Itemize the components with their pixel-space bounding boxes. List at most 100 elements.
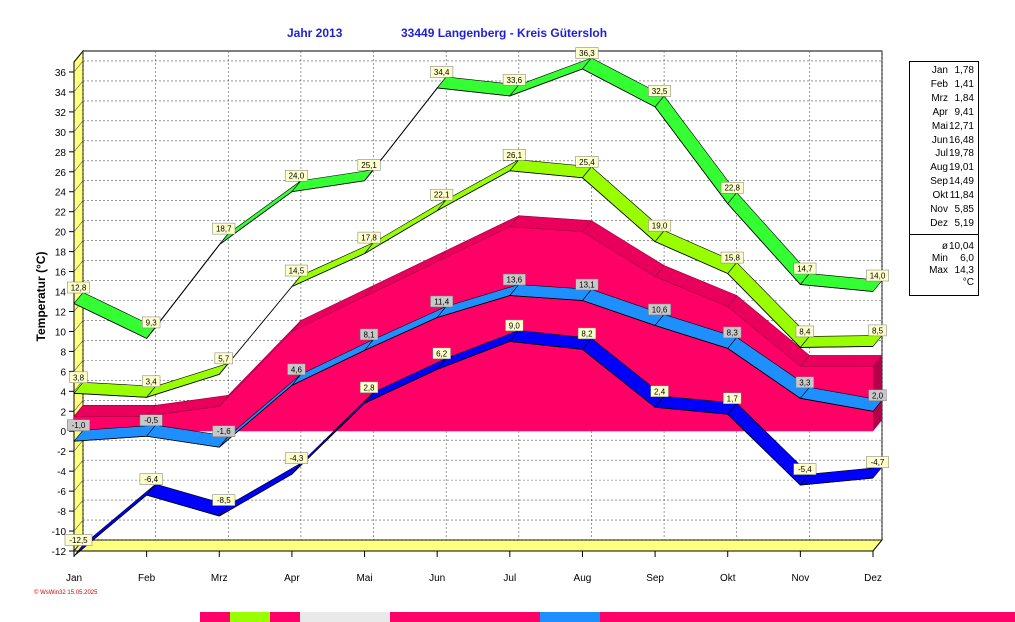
legend-value: 5,19	[954, 217, 974, 229]
legend-stat-label: Min	[931, 253, 948, 264]
abs-max-data-label: 36,3	[579, 49, 595, 58]
avg-mean-label-bg	[502, 273, 526, 286]
avg-max-label-bg	[868, 324, 887, 337]
avg-min-data-label: -5,4	[798, 465, 812, 474]
legend-stat-row: Min 6,0	[910, 253, 976, 266]
abs-max-data-label: 34,4	[434, 68, 450, 77]
avg-mean-label-bg	[287, 363, 306, 376]
y-tick-label: 28	[55, 148, 67, 159]
range-fill-edge	[582, 220, 592, 232]
x-tick-label: Aug	[574, 573, 592, 584]
abs-max-label-bg	[866, 269, 889, 282]
avg-min-line	[73, 341, 874, 557]
gridline-depth	[73, 60, 84, 73]
abs-max-data-label: 25,1	[361, 161, 377, 170]
avg-max-label-bg	[795, 325, 815, 338]
legend-month: Apr	[932, 106, 948, 118]
avg-max-data-label: 19,0	[652, 222, 668, 231]
y-tick-label: 26	[55, 168, 67, 179]
legend-value: 5,85	[954, 204, 974, 215]
gridline-depth	[73, 400, 84, 412]
avg-max-label-bg	[430, 188, 454, 201]
abs-max-data-label: 14,0	[870, 272, 886, 281]
legend-month: Okt	[932, 190, 948, 202]
avg-min-data-label: 2,8	[363, 383, 375, 392]
x-tick-label: Dez	[864, 573, 882, 584]
avg-min-data-label: -6,4	[144, 475, 158, 484]
avg-max-label-bg	[69, 371, 88, 384]
x-tick-label: Apr	[284, 573, 300, 584]
avg-mean-line	[73, 295, 874, 448]
legend-stat-value: 10,04	[948, 241, 974, 252]
avg-min-label-bg	[432, 347, 451, 360]
avg-max-label-bg	[648, 219, 672, 232]
avg-max-data-label: 25,4	[579, 158, 595, 167]
avg-max-label-bg	[141, 375, 161, 388]
avg-min-data-label: 8,2	[581, 329, 593, 338]
legend-stat-row: Max 14,3	[910, 265, 976, 278]
gridline-depth	[73, 200, 84, 212]
avg-max-line	[73, 170, 874, 398]
abs-max-label-bg	[67, 281, 90, 294]
gridline-depth	[73, 519, 84, 532]
y-tick-label: 20	[55, 228, 67, 239]
legend-value: 1,84	[954, 92, 974, 104]
y-tick-label: 10	[55, 327, 67, 338]
legend-month-row: Apr 9,41	[910, 107, 976, 120]
legend-stat-row: °C	[910, 277, 976, 290]
y-axis-label: Temperatur (°C)	[34, 252, 48, 342]
gridline-depth	[73, 360, 84, 372]
x-tick-label: Sep	[646, 573, 664, 584]
software-footer: © WsWin32 15.05.2025	[34, 590, 98, 596]
x-tick-label: Jun	[429, 573, 445, 584]
gridline-depth	[73, 120, 84, 133]
range-fill-edge	[146, 405, 156, 417]
y-tick-label: 24	[55, 188, 67, 199]
abs-max-label-bg	[720, 181, 744, 194]
avg-max-label-bg	[357, 231, 381, 244]
legend-divider	[910, 234, 978, 235]
y-tick-label: -10	[52, 527, 67, 538]
legend-month-row: Okt 11,84	[910, 190, 976, 203]
range-fill-edge	[436, 250, 447, 262]
gridline-depth	[73, 459, 84, 472]
legend-stat-value: 6,0	[960, 253, 974, 264]
x-tick-label: Jan	[66, 573, 82, 584]
avg-min-data-label: -4,7	[871, 458, 885, 467]
legend-month: Mrz	[931, 92, 948, 104]
x-tick-label: Okt	[720, 573, 736, 584]
monthly-average-legend: Jan 1,78 Feb 1,41 Mrz 1,84 Apr 9,41 Mai 12,71 Jun 1…	[909, 61, 979, 296]
abs-max-label-bg	[212, 222, 236, 235]
x-tick-label: Jul	[503, 573, 516, 584]
legend-value: 11,84	[949, 190, 974, 202]
y-tick-label: -2	[57, 447, 66, 458]
legend-value: 19,01	[948, 162, 974, 174]
legend-stat-value: 14,3	[954, 265, 974, 276]
legend-value: 1,78	[954, 65, 974, 76]
avg-max-data-label: 5,7	[218, 354, 230, 363]
avg-mean-data-label: 8,1	[363, 330, 375, 339]
range-fill-edge	[291, 320, 302, 332]
avg-min-data-label: -8,5	[217, 496, 231, 505]
abs-max-data-label: 9,3	[146, 318, 158, 327]
avg-max-data-label: 22,1	[434, 191, 450, 200]
y-tick-label: 30	[55, 128, 67, 139]
gridline-depth	[73, 320, 84, 332]
legend-stat-row: ø 10,04	[910, 241, 976, 254]
avg-max-label-bg	[284, 264, 308, 277]
legend-month-row: Aug 19,01	[910, 162, 976, 175]
gridline-depth	[73, 260, 84, 272]
avg-max-label-bg	[720, 251, 744, 264]
legend-stat-value: °C	[962, 277, 974, 288]
avg-min-label-bg	[866, 456, 889, 468]
range-fill-edge	[364, 285, 374, 297]
avg-max-data-label: 17,8	[361, 234, 377, 243]
y-tick-label: 8	[60, 347, 66, 358]
legend-month: Feb	[930, 78, 948, 90]
avg-min-label-bg	[284, 452, 308, 464]
abs-max-label-bg	[575, 47, 599, 59]
y-tick-label: 0	[60, 427, 66, 438]
range-fill-edge	[654, 265, 665, 277]
legend-value: 14,49	[948, 176, 974, 188]
y-tick-label: 12	[55, 307, 67, 318]
